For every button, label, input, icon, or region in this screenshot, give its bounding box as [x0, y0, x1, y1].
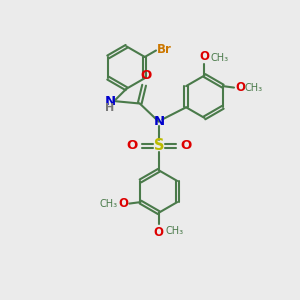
Text: Br: Br [157, 44, 172, 56]
Text: N: N [153, 115, 164, 128]
Text: S: S [154, 138, 164, 153]
Text: CH₃: CH₃ [165, 226, 183, 236]
Bar [152, 141, 165, 151]
Text: O: O [140, 69, 152, 82]
Text: CH₃: CH₃ [99, 199, 118, 208]
Text: O: O [126, 140, 138, 152]
Text: O: O [180, 140, 191, 152]
Text: H: H [105, 103, 114, 112]
Text: CH₃: CH₃ [211, 53, 229, 63]
Text: O: O [235, 81, 245, 94]
Text: CH₃: CH₃ [244, 82, 262, 93]
Text: O: O [154, 226, 164, 239]
Text: N: N [105, 94, 116, 108]
Text: O: O [118, 197, 128, 210]
Text: O: O [200, 50, 209, 63]
